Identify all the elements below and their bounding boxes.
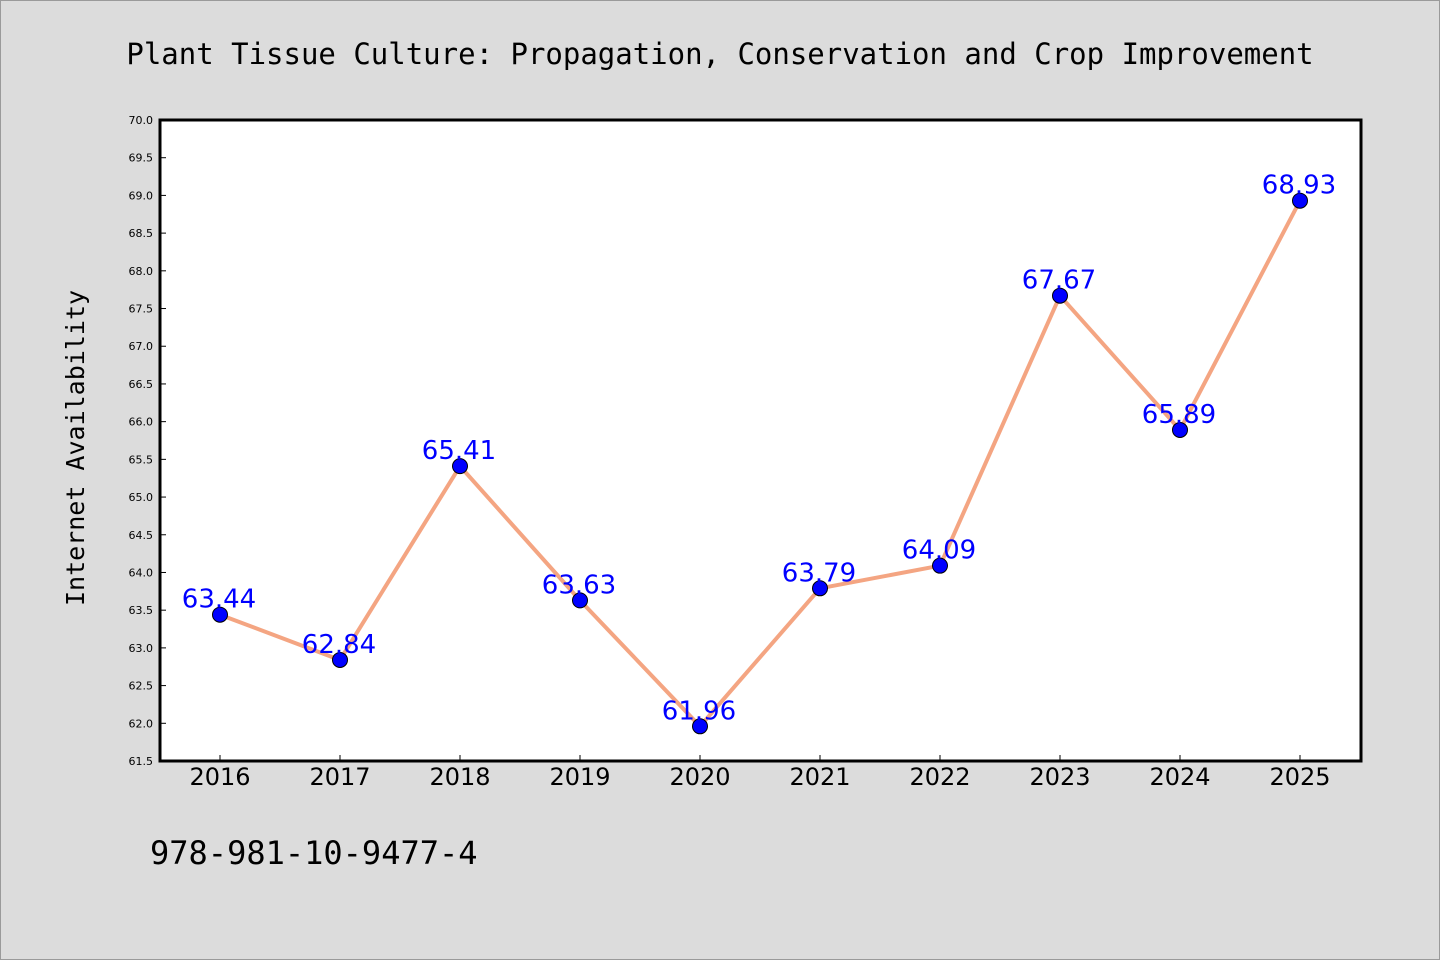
y-tick-label: 65.0	[129, 491, 154, 504]
data-point	[692, 718, 708, 735]
y-tick-label: 68.0	[129, 265, 154, 278]
y-tick-label: 67.0	[129, 340, 154, 353]
data-label: 63.44	[182, 585, 256, 615]
y-tick-label: 62.0	[129, 717, 154, 730]
x-tick-label: 2024	[1149, 763, 1210, 791]
data-point	[1052, 287, 1068, 304]
data-point	[1292, 192, 1308, 209]
y-tick-label: 63.0	[129, 642, 154, 655]
x-tick-label: 2018	[429, 763, 490, 791]
y-tick-label: 69.0	[129, 189, 154, 202]
x-tick-label: 2022	[909, 763, 970, 791]
plot-area: 61.5 62.0 62.5 63.0 63.5 64.0 64.5 65.0 65.5 66.0…	[129, 114, 1363, 791]
isbn-text: 978-981-10-9477-4	[150, 834, 478, 872]
data-label: 65.89	[1142, 400, 1216, 430]
data-label: 64.09	[902, 536, 976, 566]
y-tick-label: 64.5	[129, 529, 154, 542]
y-tick-label: 64.0	[129, 566, 154, 579]
y-tick-label: 62.5	[129, 680, 154, 693]
data-label: 65.41	[422, 436, 496, 466]
y-tick-label: 68.5	[129, 227, 154, 240]
data-point	[452, 458, 468, 475]
data-point	[932, 557, 948, 574]
data-label: 62.84	[302, 630, 376, 660]
data-label: 63.79	[782, 558, 856, 588]
y-tick-label: 61.5	[129, 755, 154, 768]
y-tick-label: 66.0	[129, 416, 154, 429]
x-tick-label: 2017	[309, 763, 370, 791]
data-point	[812, 580, 828, 597]
x-tick-label: 2025	[1269, 763, 1330, 791]
data-label: 63.63	[542, 570, 616, 600]
data-label: 67.67	[1022, 266, 1096, 296]
data-label: 61.96	[662, 696, 736, 726]
x-tick-label: 2020	[669, 763, 730, 791]
data-label: 68.93	[1262, 171, 1336, 201]
y-tick-label: 67.5	[129, 303, 154, 316]
y-tick-label: 70.0	[129, 114, 154, 127]
data-point	[212, 606, 228, 623]
x-tick-label: 2019	[549, 763, 610, 791]
data-point	[572, 592, 588, 609]
chart-title: Plant Tissue Culture: Propagation, Conse…	[126, 37, 1313, 71]
y-tick-label: 69.5	[129, 152, 154, 165]
y-tick-label: 65.5	[129, 453, 154, 466]
x-tick-label: 2023	[1029, 763, 1090, 791]
y-tick-label: 66.5	[129, 378, 154, 391]
y-tick-label: 63.5	[129, 604, 154, 617]
data-point	[1172, 421, 1188, 438]
x-tick-label: 2016	[189, 763, 250, 791]
data-point	[332, 651, 348, 668]
series-line	[219, 199, 1302, 729]
x-tick-label: 2021	[789, 763, 850, 791]
y-axis-label: Internet Availability	[61, 290, 90, 606]
